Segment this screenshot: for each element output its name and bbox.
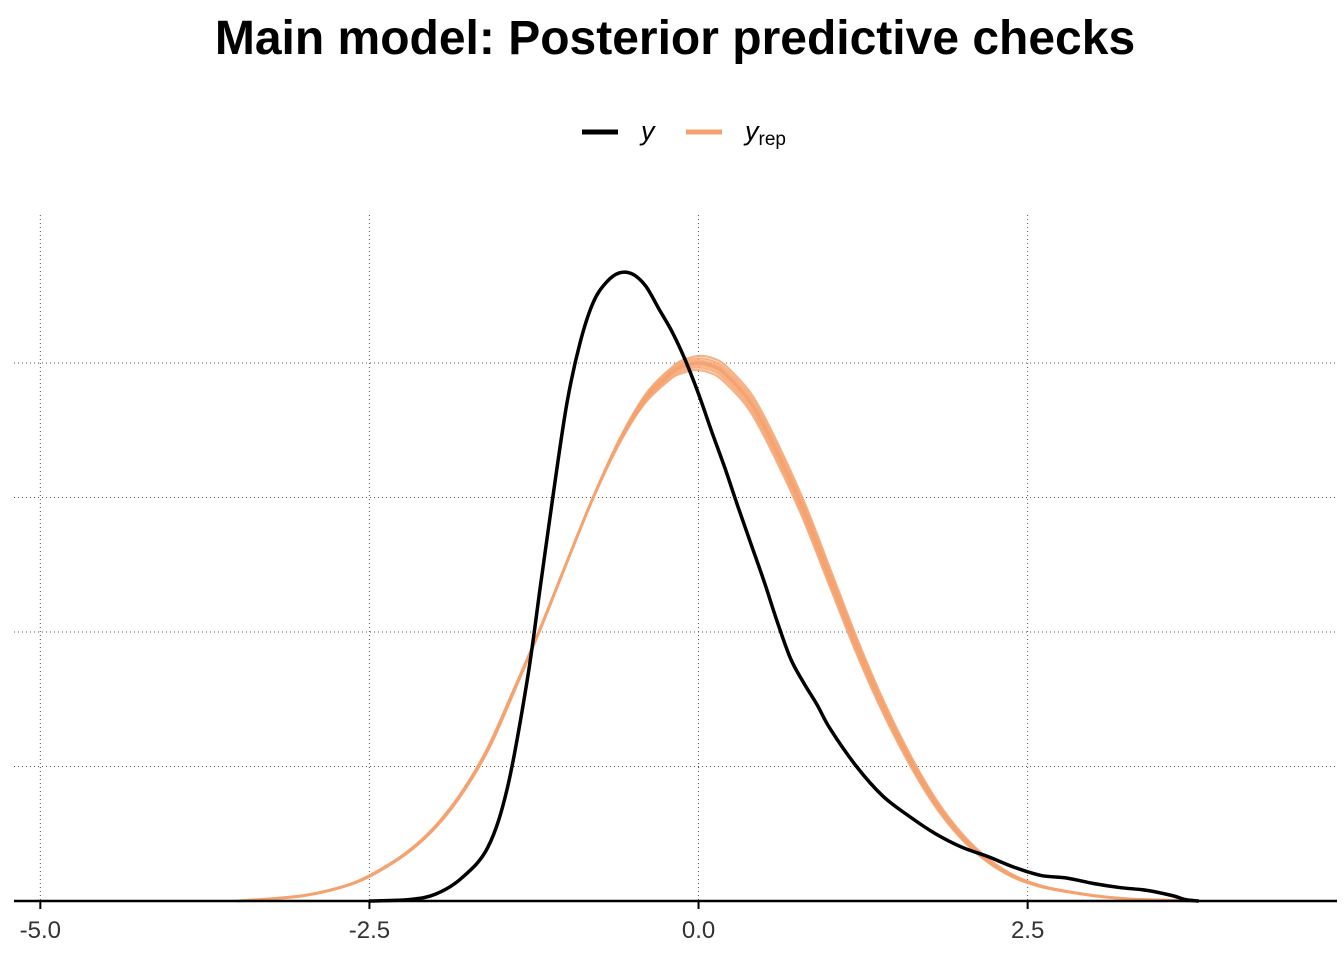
x-ticks: -5.0 -2.5 0.0 2.5 — [20, 901, 1044, 944]
yrep-draw-line-0 — [235, 368, 1197, 903]
y-gridlines — [14, 362, 1337, 767]
x-tick-label-1: -2.5 — [349, 917, 390, 944]
x-tick-label-3: 2.5 — [1011, 917, 1044, 944]
legend-label-y: y — [639, 116, 656, 146]
yrep-draw-line-6 — [239, 354, 1201, 903]
x-tick-label-0: -5.0 — [20, 917, 61, 944]
legend-label-yrep-main: y — [743, 116, 760, 146]
y-density-line — [369, 270, 1199, 903]
series-layer — [235, 270, 1201, 903]
legend: y yrep — [582, 116, 786, 150]
x-tick-label-2: 0.0 — [682, 917, 715, 944]
yrep-density-line — [237, 361, 1199, 903]
legend-label-yrep-sub: rep — [759, 129, 786, 150]
chart-title: Main model: Posterior predictive checks — [215, 12, 1135, 65]
x-gridlines — [39, 215, 1029, 901]
yrep-draw-line-4 — [238, 359, 1200, 903]
yrep-draw-line-5 — [238, 357, 1201, 903]
legend-label-yrep: yrep — [743, 116, 786, 150]
